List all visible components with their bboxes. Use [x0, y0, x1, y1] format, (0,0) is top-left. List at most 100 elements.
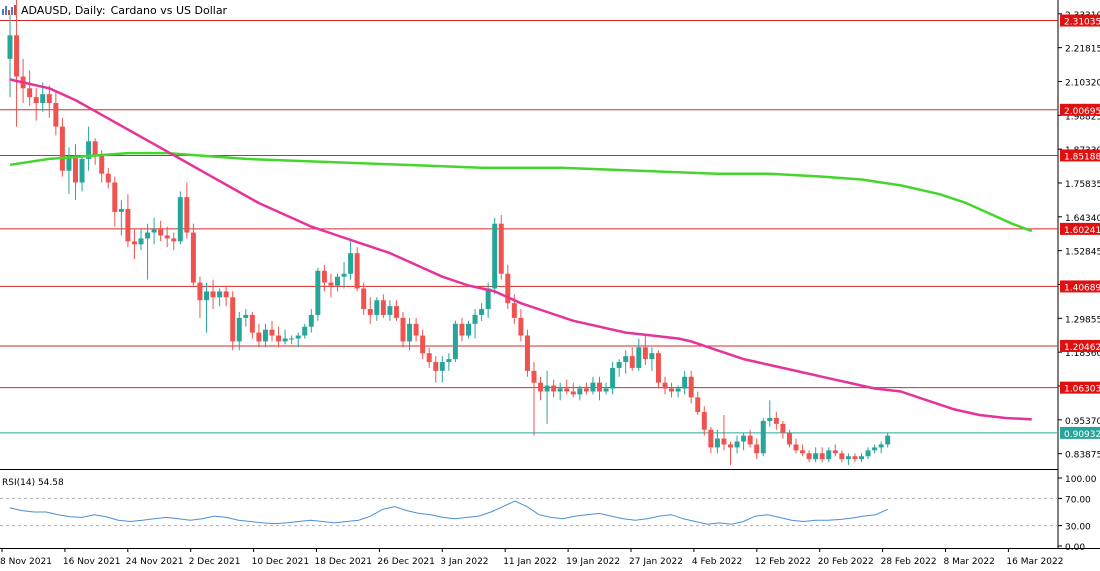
candle-body	[354, 253, 360, 289]
price-tick-label: 2.10320	[1065, 78, 1100, 88]
date-label: 16 Nov 2021	[63, 557, 121, 567]
candle-body	[190, 232, 196, 283]
candle-body	[400, 317, 406, 342]
candle-body	[393, 306, 399, 318]
price-tick-label: 1.98825	[1065, 112, 1100, 122]
candle-body	[328, 282, 334, 286]
date-label: 18 Dec 2021	[315, 557, 373, 567]
candle-body	[538, 382, 544, 392]
candle-body	[361, 288, 367, 310]
level-label-box	[1060, 222, 1100, 235]
ma-fast-line	[9, 78, 1032, 421]
rsi-label: RSI(14) 54.58	[2, 478, 64, 488]
candle-body	[714, 438, 720, 448]
level-label: 1.40689	[1064, 283, 1100, 293]
candle-body	[243, 314, 249, 318]
candle-body	[262, 329, 268, 342]
rsi-line	[9, 500, 888, 525]
candle-body	[452, 323, 458, 360]
level-label-box	[1060, 280, 1100, 293]
price-tick-label: 1.18360	[1065, 349, 1100, 359]
candle-body	[747, 435, 753, 445]
candle-body	[73, 156, 78, 183]
candle-body	[603, 388, 609, 392]
candle-body	[577, 388, 583, 395]
candle-body	[675, 388, 681, 392]
candle-body	[138, 238, 144, 245]
rsi-tick-label: 0.00	[1065, 543, 1085, 553]
candle-body	[852, 456, 858, 460]
candle-body	[184, 197, 190, 233]
candle-body	[151, 229, 157, 233]
candle-body	[629, 356, 635, 368]
date-label: 2 Dec 2021	[189, 557, 241, 567]
candle-body	[348, 253, 354, 274]
level-label: 1.06303	[1064, 385, 1100, 395]
date-label: 3 Jan 2022	[440, 557, 488, 567]
date-label: 8 Mar 2022	[944, 557, 995, 567]
candle-body	[171, 238, 177, 242]
level-label-box	[1060, 339, 1100, 352]
price-tick-label: 1.64340	[1065, 214, 1100, 224]
candle-body	[466, 323, 471, 336]
level-label: 1.20462	[1064, 343, 1100, 353]
level-label-box	[1060, 381, 1100, 394]
candle-body	[583, 388, 589, 392]
candle-body	[315, 270, 321, 315]
candle-body	[479, 309, 485, 315]
candle-body	[564, 388, 570, 392]
ma-slow-line	[9, 151, 1033, 233]
candle-body	[485, 288, 491, 310]
price-tick-label: 1.75835	[1065, 180, 1100, 190]
candle-body	[118, 208, 124, 212]
candle-body	[826, 450, 832, 460]
date-label: 24 Nov 2021	[126, 557, 184, 567]
candle-body	[53, 103, 59, 127]
candle-body	[754, 444, 760, 454]
candle-body	[492, 223, 498, 289]
candle-body	[623, 356, 629, 363]
level-label-box	[1060, 149, 1100, 162]
candle-body	[282, 338, 288, 342]
candle-body	[551, 385, 557, 392]
current-price-box	[1060, 426, 1100, 439]
candle-body	[669, 388, 675, 392]
date-label: 20 Feb 2022	[818, 557, 874, 567]
candle-body	[780, 423, 786, 433]
candle-body	[728, 444, 733, 448]
date-label: 12 Feb 2022	[755, 557, 811, 567]
candle-body	[760, 420, 766, 454]
current-price-label: 0.90932	[1064, 430, 1100, 440]
candle-body	[295, 335, 301, 339]
candle-body	[642, 347, 648, 360]
candle-body	[387, 306, 393, 315]
candle-body	[524, 335, 530, 371]
candle-body	[636, 347, 642, 368]
candle-body	[813, 453, 819, 460]
candle-body	[721, 438, 727, 445]
candle-body	[557, 388, 563, 392]
level-label-box	[1060, 103, 1100, 116]
candle-body	[426, 353, 432, 363]
price-tick-label: 0.95370	[1065, 417, 1100, 427]
candle-body	[308, 314, 314, 327]
candle-body	[839, 453, 845, 460]
candle-body	[335, 276, 340, 286]
candle-body	[597, 382, 602, 392]
date-label: 10 Dec 2021	[252, 557, 310, 567]
candle-body	[92, 141, 98, 156]
price-tick-label: 1.52845	[1065, 248, 1100, 258]
candle-body	[99, 156, 105, 174]
candle-body	[616, 362, 622, 368]
date-label: 28 Feb 2022	[881, 557, 937, 567]
candle-body	[859, 456, 864, 460]
candle-body	[66, 156, 72, 171]
candle-body	[505, 273, 511, 304]
candle-body	[845, 456, 851, 460]
price-tick-label: 1.29855	[1065, 315, 1100, 325]
candle-body	[793, 444, 799, 451]
candle-body	[819, 453, 825, 460]
candle-body	[112, 182, 118, 212]
candle-body	[472, 314, 478, 324]
